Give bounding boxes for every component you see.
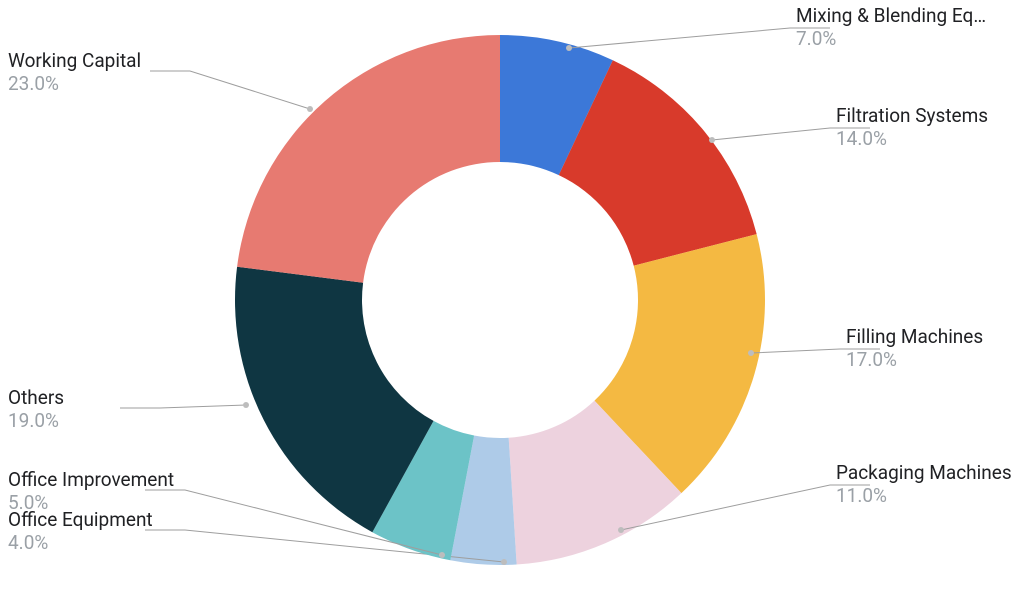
leader-dot bbox=[307, 106, 313, 112]
leader-line bbox=[150, 71, 310, 109]
leader-line bbox=[569, 28, 830, 48]
leader-dot bbox=[618, 527, 624, 533]
donut-slice bbox=[237, 35, 500, 283]
leader-line bbox=[120, 405, 246, 408]
leader-dot bbox=[709, 137, 715, 143]
leader-dot bbox=[243, 402, 249, 408]
donut-chart: Mixing & Blending Eq…7.0%Filtration Syst… bbox=[0, 0, 1024, 610]
leader-line bbox=[751, 349, 880, 353]
leader-dot bbox=[439, 552, 445, 558]
leader-dot bbox=[748, 350, 754, 356]
leader-dot bbox=[566, 45, 572, 51]
leader-dot bbox=[501, 559, 507, 565]
leader-line bbox=[712, 128, 870, 140]
donut-svg bbox=[0, 0, 1024, 610]
